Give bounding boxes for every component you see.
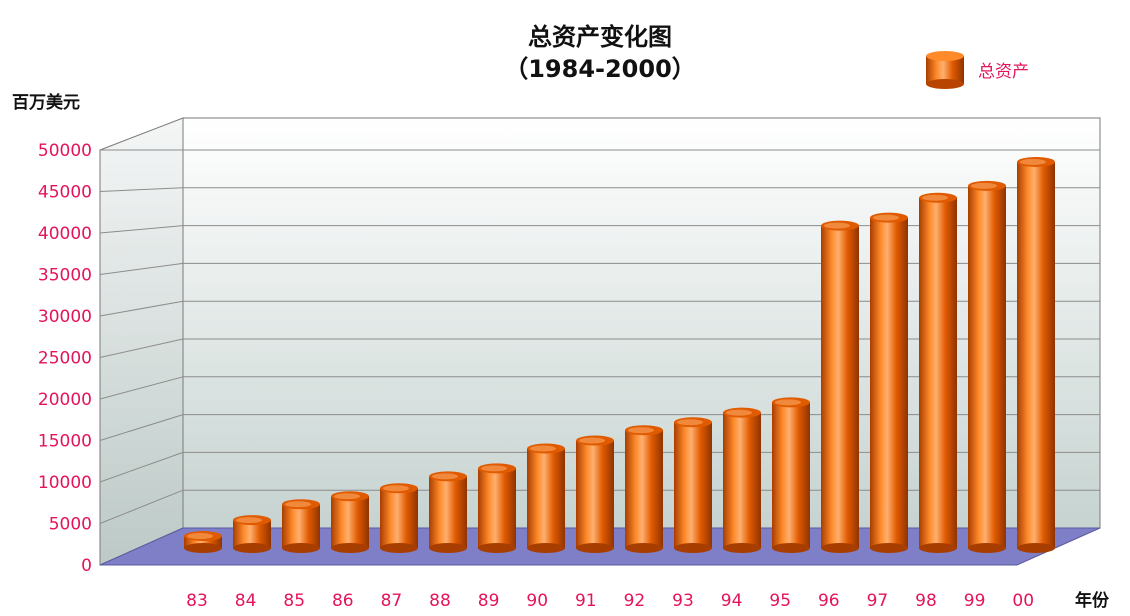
- y-tick-label: 5000: [49, 515, 92, 535]
- gridline-side: [99, 187, 184, 192]
- x-tick-label: 92: [624, 591, 646, 611]
- x-axis-categories: 83 84 85 86 87 88 89 90 91 92 93 94 95 96 97 98 99 00: [186, 591, 1034, 611]
- x-tick-label: 87: [381, 591, 403, 611]
- bar: [331, 491, 369, 553]
- bar: [821, 220, 859, 553]
- y-axis-label: 百万美元: [12, 92, 80, 113]
- y-tick-label: 20000: [38, 390, 92, 410]
- y-tick-label: 10000: [38, 473, 92, 493]
- legend: 总资产: [926, 51, 1029, 89]
- x-tick-label: 84: [235, 591, 257, 611]
- bar: [723, 407, 761, 553]
- x-tick-label: 96: [818, 591, 840, 611]
- x-axis-label: 年份: [1075, 590, 1110, 611]
- y-tick-label: 25000: [38, 349, 92, 369]
- bar: [380, 483, 418, 553]
- chart-title: 总资产变化图: [528, 23, 672, 51]
- x-tick-label: 91: [575, 591, 597, 611]
- gridline-side: [99, 338, 184, 358]
- x-tick-label: 99: [964, 591, 986, 611]
- bar: [282, 499, 320, 553]
- bar: [968, 180, 1006, 553]
- bars: [184, 156, 1055, 553]
- y-tick-label: 35000: [38, 266, 92, 286]
- bar: [1017, 156, 1055, 553]
- x-tick-label: 90: [526, 591, 548, 611]
- bar: [625, 425, 663, 553]
- gridline-side: [99, 414, 184, 441]
- gridline-side: [99, 225, 184, 234]
- y-axis-ticks: 0 5000 10000 15000 20000 25000 30000 35000 40000…: [38, 141, 92, 576]
- y-tick-label: 50000: [38, 141, 92, 161]
- bar: [919, 192, 957, 553]
- gridline-side: [99, 262, 184, 275]
- y-tick-label: 30000: [38, 307, 92, 327]
- bar: [184, 531, 222, 553]
- y-tick-label: 45000: [38, 183, 92, 203]
- x-tick-label: 89: [478, 591, 500, 611]
- bar: [527, 443, 565, 553]
- x-tick-label: 94: [721, 591, 743, 611]
- legend-label: 总资产: [978, 62, 1029, 82]
- bar: [429, 471, 467, 553]
- x-tick-label: 97: [867, 591, 889, 611]
- gridline-side: [99, 300, 184, 317]
- bar: [870, 212, 908, 553]
- bar: [772, 397, 810, 553]
- y-tick-label: 40000: [38, 224, 92, 244]
- x-tick-label: 98: [915, 591, 937, 611]
- x-tick-label: 00: [1012, 591, 1034, 611]
- x-tick-label: 95: [769, 591, 791, 611]
- gridline-side: [99, 451, 184, 483]
- x-tick-label: 83: [186, 591, 208, 611]
- chart-subtitle: （1984-2000）: [504, 55, 696, 83]
- bar: [233, 515, 271, 553]
- legend-swatch: [926, 51, 964, 89]
- bar: [576, 435, 614, 553]
- x-tick-label: 85: [283, 591, 305, 611]
- gridline-side: [99, 489, 184, 524]
- x-tick-label: 86: [332, 591, 354, 611]
- y-tick-label: 15000: [38, 432, 92, 452]
- gridline-side: [99, 376, 184, 400]
- x-tick-label: 93: [672, 591, 694, 611]
- y-tick-label: 0: [81, 556, 92, 576]
- bar: [478, 463, 516, 553]
- bar: [674, 417, 712, 553]
- x-tick-label: 88: [429, 591, 451, 611]
